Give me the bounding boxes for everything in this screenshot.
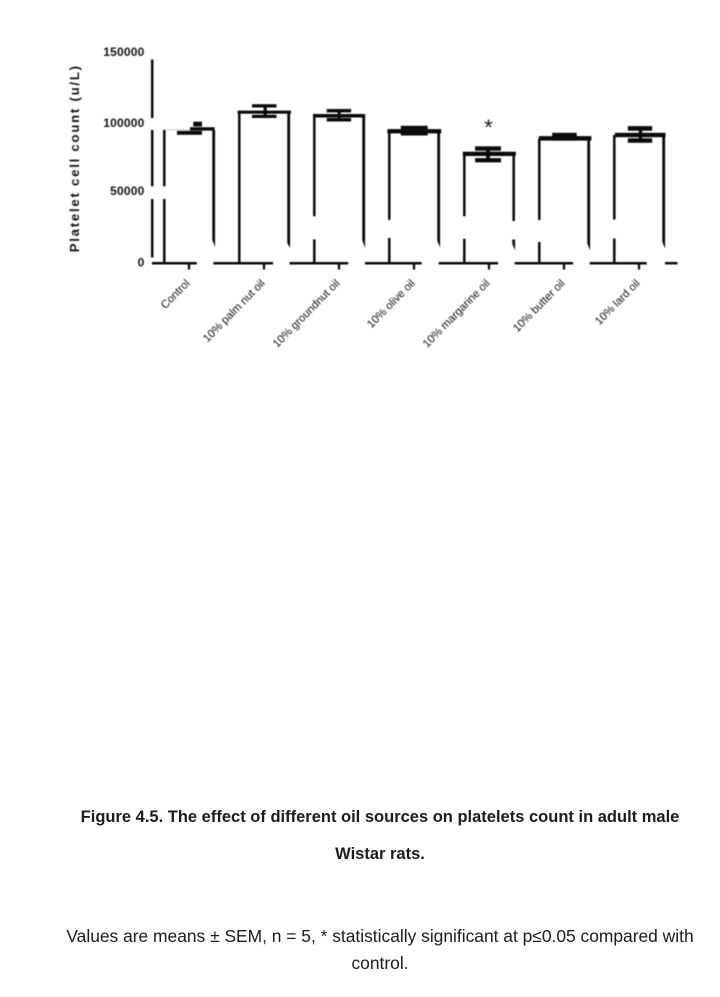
svg-text:10% groundnut oil: 10% groundnut oil [271,277,343,350]
svg-text:*: * [484,115,493,140]
svg-text:Control: Control [159,277,193,311]
svg-text:10% palm nut oil: 10% palm nut oil [201,277,268,344]
svg-text:100000: 100000 [103,116,144,130]
svg-text:0: 0 [138,255,145,269]
svg-text:10% margarine oil: 10% margarine oil [421,277,493,350]
svg-text:10% butter oil: 10% butter oil [511,277,568,334]
svg-text:10% olive oil: 10% olive oil [365,277,418,330]
svg-text:50000: 50000 [110,184,144,198]
svg-text:Platelet cell count (u/L): Platelet cell count (u/L) [67,64,82,252]
svg-text:10% lard oil: 10% lard oil [593,277,643,327]
svg-text:150000: 150000 [103,45,144,59]
